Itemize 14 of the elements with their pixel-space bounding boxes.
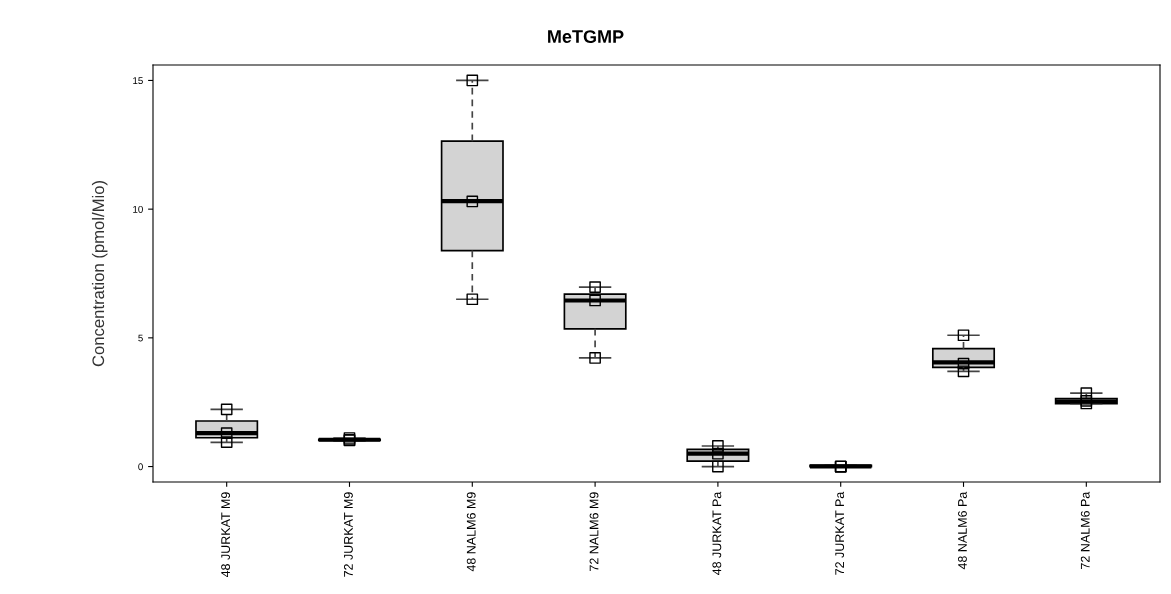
y-tick-label: 0 [138,463,143,471]
y-tick-label: 5 [138,334,143,342]
x-tick-label: 48 NALM6 Pa [958,491,967,570]
x-tick-label: 72 JURKAT M9 [343,492,353,577]
x-tick-label: 72 JURKAT Pa [835,491,845,575]
y-axis-title: Concentration (pmol/Mio) [91,180,108,367]
y-tick-label: 15 [133,77,143,85]
x-tick-label: 48 JURKAT M9 [221,492,231,578]
x-tick-label: 48 JURKAT Pa [712,491,722,576]
y-tick-label: 10 [133,205,143,213]
x-tick-label: 72 NALM6 Pa [1080,491,1090,569]
x-tick-label: 72 NALM6 M9 [589,492,599,571]
chart-title: MeTGMP [548,30,624,43]
x-tick-label: 48 NALM6 M9 [466,492,476,572]
